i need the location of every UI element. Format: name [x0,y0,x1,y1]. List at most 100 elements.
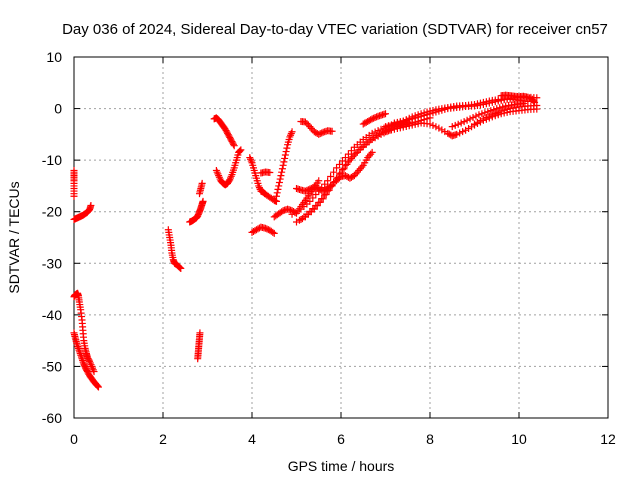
y-tick-label: -40 [42,307,62,323]
data-point [475,111,483,119]
data-point [304,121,312,129]
data-point [215,172,223,180]
series-t09-b [497,91,539,106]
data-point [346,156,354,164]
data-point [303,120,311,128]
series-t04-b [257,168,274,177]
data-point [330,168,338,176]
data-point [484,108,492,116]
data-point [301,118,309,126]
data-point [490,106,498,114]
data-point [432,123,440,131]
data-point [364,117,372,125]
data-point [89,364,97,372]
series-t02-c [186,197,207,226]
data-point [370,114,378,122]
data-point [399,123,407,131]
data-point [93,381,101,389]
data-point [382,110,389,118]
data-point [199,197,207,205]
data-point [328,127,336,135]
data-point [295,216,303,224]
data-point [479,115,487,123]
data-point [333,164,341,172]
data-point [479,98,487,106]
data-point [318,195,326,203]
data-point [343,172,351,180]
data-point [393,125,401,133]
data-point [473,100,481,108]
series-t06-b [359,110,389,128]
data-point [287,131,295,139]
data-point [321,180,329,188]
data-point [235,148,243,156]
data-point [338,157,346,165]
data-point [286,133,294,141]
data-point [414,111,422,119]
x-tick-label: 8 [426,431,434,447]
data-point [288,210,296,218]
series-t02-a [164,226,185,272]
series-t02-d [195,179,206,198]
data-point [281,154,289,162]
data-point [459,128,467,136]
data-point [445,130,453,138]
data-point [306,123,314,131]
data-point [212,166,220,174]
data-point [347,147,355,155]
data-point [411,112,419,120]
data-point [491,110,499,118]
x-tick-labels: 0 2 4 6 8 10 12 [70,431,616,447]
data-point [482,114,490,122]
data-point [315,130,323,138]
data-point [214,170,222,178]
data-point [310,183,318,191]
y-tick-label: -50 [42,358,62,374]
data-point [494,108,502,116]
data-point [358,163,366,171]
data-point [246,154,254,162]
data-point [315,177,323,185]
data-point [306,197,314,205]
data-point [499,103,507,111]
data-point [429,121,437,129]
data-point [275,178,283,186]
data-point [294,207,302,215]
series-t00-b [70,202,95,223]
data-point [524,93,532,101]
data-point [472,112,480,120]
data-point [87,202,95,210]
data-point [252,226,260,234]
y-tick-label: -10 [42,152,62,168]
data-point [405,114,413,122]
data-point [196,329,204,337]
x-tick-label: 2 [159,431,167,447]
data-point [488,111,496,119]
data-point [276,175,284,183]
data-point [312,129,320,137]
data-point [230,142,238,150]
data-point [456,129,464,137]
data-point [315,198,323,206]
data-point [359,120,367,128]
data-point [355,166,363,174]
data-point [500,106,508,114]
data-point [247,157,255,165]
data-point [251,227,259,235]
data-point [405,122,413,130]
y-tick-label: 0 [54,101,62,117]
data-point [85,356,93,364]
data-point [347,154,355,162]
data-point [288,128,296,136]
data-point [533,94,541,102]
data-point [402,116,410,124]
data-point [281,151,289,159]
data-point [396,124,404,132]
series-t08-a [448,99,527,131]
data-point [402,122,410,130]
data-point [278,168,286,176]
data-point [429,106,437,114]
series-t03-a [210,114,238,150]
data-point [177,264,185,272]
